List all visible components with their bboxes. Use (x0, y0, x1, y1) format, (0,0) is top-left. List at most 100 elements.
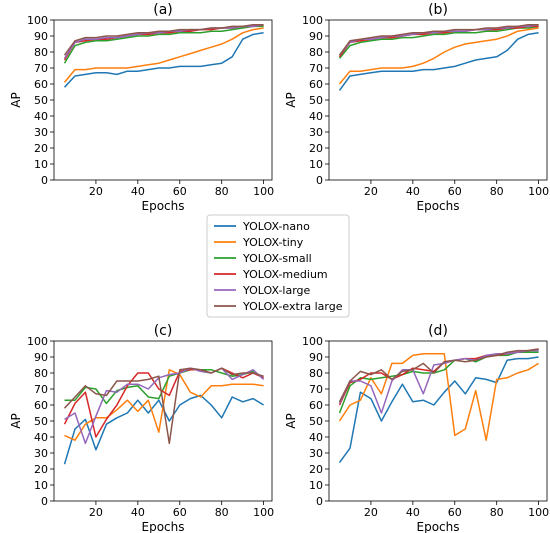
legend: YOLOX-nano YOLOX-tiny YOLOX-small YOLOX-med… (206, 214, 350, 318)
y-tick-label: 50 (309, 415, 323, 428)
y-tick-label: 70 (309, 62, 323, 75)
x-tick-label: 20 (89, 185, 103, 198)
y-tick-label: 60 (309, 78, 323, 91)
y-tick-label: 0 (41, 174, 48, 187)
y-axis-label: AP (284, 92, 298, 107)
x-tick-label: 40 (131, 506, 145, 519)
y-tick-label: 40 (34, 431, 48, 444)
y-tick-label: 0 (316, 174, 323, 187)
y-tick-label: 0 (316, 495, 323, 508)
legend-label: YOLOX-small (242, 252, 312, 265)
y-tick-label: 30 (34, 447, 48, 460)
x-tick-label: 80 (490, 506, 504, 519)
series-line-yolox-large (64, 367, 265, 445)
panel-title: (d) (428, 323, 448, 339)
chart-panel-2: 20 40 60 80 100 0 10 20 30 40 50 60 70 80 90 100 Epochs A… (284, 2, 549, 213)
y-tick-label: 20 (34, 463, 48, 476)
y-tick-label: 0 (41, 495, 48, 508)
series-line-yolox-tiny (338, 353, 539, 441)
y-tick-label: 80 (309, 367, 323, 380)
series-line-yolox-extra-large (338, 348, 539, 403)
panel-title: (c) (154, 323, 173, 339)
series-group (338, 348, 539, 464)
y-tick-label: 70 (34, 62, 48, 75)
legend-label: YOLOX-medium (242, 268, 328, 281)
y-tick-label: 60 (34, 399, 48, 412)
series-line-yolox-small (338, 25, 539, 59)
x-tick-label: 60 (448, 185, 462, 198)
series-line-yolox-extra-large (63, 367, 264, 445)
x-tick-label: 60 (173, 185, 187, 198)
legend-label: YOLOX-extra large (242, 300, 343, 313)
y-tick-label: 80 (34, 46, 48, 59)
x-tick-label: 100 (253, 506, 274, 519)
chart-panel-3: 20 40 60 80 100 0 10 20 30 40 50 60 70 80 90 100 Epochs A… (9, 323, 274, 533)
series-group (338, 24, 539, 91)
y-tick-label: 100 (27, 335, 48, 348)
panel-title: (a) (153, 2, 173, 18)
x-tick-label: 100 (528, 185, 549, 198)
x-tick-label: 80 (215, 506, 229, 519)
y-tick-label: 60 (34, 78, 48, 91)
y-tick-label: 70 (34, 383, 48, 396)
series-group (63, 24, 264, 88)
y-tick-label: 10 (34, 479, 48, 492)
series-line-yolox-large (338, 24, 539, 56)
y-tick-label: 30 (309, 447, 323, 460)
x-tick-label: 80 (215, 185, 229, 198)
y-tick-label: 100 (302, 14, 323, 27)
chart-panel-1: 20 40 60 80 100 0 10 20 30 40 50 60 70 80 90 100 Epochs A… (9, 2, 274, 213)
y-tick-label: 50 (34, 415, 48, 428)
x-tick-label: 100 (253, 185, 274, 198)
series-line-yolox-tiny (64, 369, 264, 441)
x-tick-label: 20 (364, 185, 378, 198)
y-tick-label: 90 (309, 351, 323, 364)
series-line-yolox-extra-large (63, 24, 264, 56)
y-axis-label: AP (9, 92, 23, 107)
x-axis-label: Epochs (142, 199, 185, 213)
x-axis-label: Epochs (142, 520, 185, 533)
x-tick-label: 100 (528, 506, 549, 519)
y-tick-label: 20 (309, 463, 323, 476)
legend-frame (206, 214, 350, 318)
panel-title: (b) (428, 2, 448, 18)
legend-label: YOLOX-large (242, 284, 311, 297)
series-line-yolox-medium (63, 367, 264, 438)
y-tick-label: 100 (302, 335, 323, 348)
x-tick-label: 20 (364, 506, 378, 519)
y-tick-label: 60 (309, 399, 323, 412)
legend-label: YOLOX-nano (242, 220, 310, 233)
y-tick-label: 40 (34, 110, 48, 123)
series-group (63, 367, 265, 465)
series-line-yolox-extra-large (338, 24, 539, 56)
y-tick-label: 20 (34, 142, 48, 155)
series-line-yolox-nano (63, 32, 264, 88)
series-line-yolox-large (63, 24, 264, 59)
y-tick-label: 30 (34, 126, 48, 139)
y-tick-label: 50 (309, 94, 323, 107)
series-line-yolox-small (64, 369, 264, 405)
plot-frame (328, 19, 548, 181)
series-line-yolox-nano (338, 356, 539, 464)
series-line-yolox-tiny (63, 27, 264, 83)
y-tick-label: 50 (34, 94, 48, 107)
series-line-yolox-tiny (338, 27, 539, 85)
y-tick-label: 40 (309, 110, 323, 123)
y-tick-label: 70 (309, 383, 323, 396)
y-tick-label: 30 (309, 126, 323, 139)
x-axis-label: Epochs (417, 199, 460, 213)
series-line-yolox-small (338, 351, 539, 414)
x-axis-label: Epochs (417, 520, 460, 533)
x-tick-label: 20 (89, 506, 103, 519)
series-line-yolox-small (63, 25, 264, 64)
y-axis-label: AP (284, 413, 298, 428)
x-tick-label: 80 (490, 185, 504, 198)
y-tick-label: 40 (309, 431, 323, 444)
y-tick-label: 80 (309, 46, 323, 59)
y-tick-label: 10 (309, 158, 323, 171)
y-axis-label: AP (9, 413, 23, 428)
x-tick-label: 60 (173, 506, 187, 519)
y-tick-label: 100 (27, 14, 48, 27)
series-line-yolox-nano (338, 32, 539, 91)
